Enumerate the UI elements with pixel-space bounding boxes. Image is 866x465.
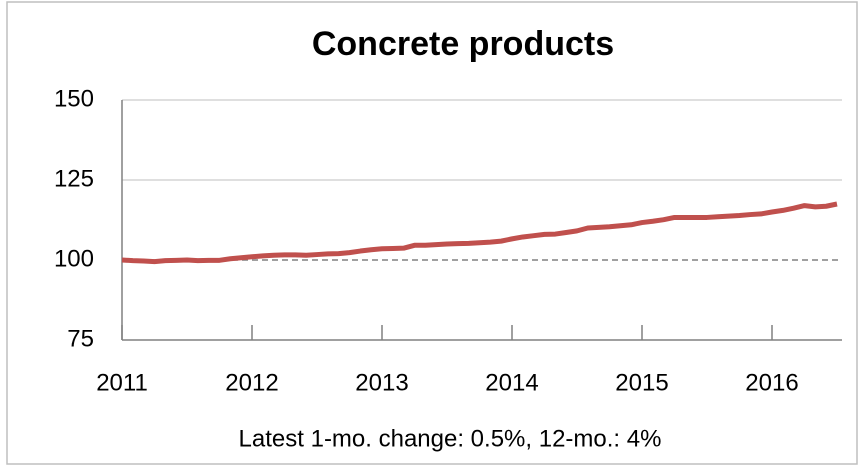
chart-title: Concrete products (312, 25, 614, 63)
x-tick-label: 2012 (225, 369, 278, 396)
x-tick-label: 2015 (615, 369, 668, 396)
x-tick-label: 2011 (96, 369, 148, 396)
x-tick-label: 2013 (355, 369, 408, 396)
y-tick-label: 75 (67, 325, 94, 352)
annotation: Latest 1-mo. change: 0.5%, 12-mo.: 4% (239, 425, 662, 452)
chart-frame (6, 1, 858, 465)
y-tick-label: 100 (54, 245, 94, 272)
y-tick-label: 150 (54, 85, 94, 112)
x-tick-label: 2016 (745, 369, 798, 396)
x-tick-label: 2014 (485, 369, 538, 396)
data-line (121, 201, 838, 265)
y-tick-label: 125 (54, 165, 94, 192)
